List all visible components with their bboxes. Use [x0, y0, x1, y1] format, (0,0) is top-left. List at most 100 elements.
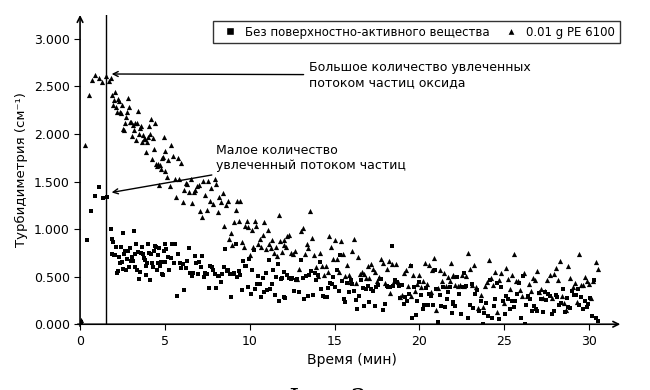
Point	[580, 274, 590, 280]
Text: Малое количество
увлеченный потоком частиц: Малое количество увлеченный потоком част…	[113, 144, 406, 194]
Point	[382, 283, 392, 289]
Point	[402, 298, 412, 304]
Point	[383, 284, 393, 290]
Point	[177, 261, 188, 267]
Text: Фиг. 3: Фиг. 3	[284, 388, 366, 390]
Point	[194, 259, 205, 265]
Point	[94, 184, 104, 190]
Point	[513, 278, 523, 284]
Point	[191, 260, 202, 266]
Point	[556, 300, 566, 306]
Point	[562, 295, 572, 301]
Point	[125, 119, 135, 126]
Point	[160, 259, 170, 265]
Point	[110, 252, 120, 258]
Point	[259, 289, 269, 295]
Point	[589, 277, 599, 283]
Point	[502, 276, 513, 282]
Point	[238, 258, 248, 264]
Point	[573, 286, 583, 292]
Point	[261, 246, 271, 252]
Point	[503, 296, 514, 302]
Point	[304, 245, 314, 251]
Point	[330, 237, 341, 243]
Point	[313, 273, 323, 279]
Point	[100, 73, 110, 80]
Point	[138, 131, 148, 138]
Point	[202, 271, 212, 277]
Point	[253, 241, 263, 247]
Point	[196, 264, 206, 270]
Point	[376, 276, 387, 282]
Point	[233, 268, 244, 274]
Point	[526, 308, 537, 314]
Point	[129, 251, 140, 257]
Point	[252, 281, 262, 287]
Point	[266, 280, 277, 287]
Point	[175, 260, 185, 266]
Point	[155, 263, 166, 269]
Point	[583, 301, 593, 308]
Point	[499, 300, 509, 306]
Point	[188, 270, 199, 276]
Point	[431, 286, 441, 292]
Point	[521, 301, 532, 308]
Point	[132, 267, 142, 273]
Point	[125, 245, 135, 252]
Point	[567, 284, 578, 291]
Point	[552, 294, 563, 300]
Point	[235, 198, 246, 204]
Point	[523, 292, 534, 299]
Point	[150, 120, 160, 126]
Point	[569, 280, 580, 286]
Point	[341, 262, 352, 268]
Point	[561, 307, 571, 313]
Point	[227, 242, 237, 248]
Point	[86, 208, 96, 214]
Point	[257, 275, 268, 281]
Point	[209, 270, 220, 277]
Point	[523, 280, 534, 287]
Point	[410, 312, 421, 318]
Point	[390, 277, 400, 283]
Point	[324, 232, 335, 239]
Point	[184, 245, 194, 251]
Point	[532, 307, 543, 314]
Point	[380, 280, 390, 286]
Point	[368, 266, 378, 272]
Point	[479, 310, 489, 316]
Point	[526, 288, 536, 294]
Point	[354, 292, 364, 299]
Point	[289, 288, 299, 294]
Point	[445, 284, 455, 290]
Point	[545, 293, 555, 299]
Point	[372, 282, 383, 288]
Point	[552, 277, 563, 284]
Point	[470, 291, 480, 297]
Point	[158, 272, 168, 278]
Point	[257, 232, 268, 238]
Point	[313, 272, 323, 278]
Point	[269, 250, 280, 256]
Point	[317, 263, 327, 269]
Point	[474, 308, 484, 314]
Point	[302, 293, 313, 300]
Point	[369, 303, 380, 309]
Point	[120, 114, 131, 121]
Point	[496, 284, 506, 290]
Point	[177, 199, 188, 205]
Point	[473, 305, 484, 312]
Point	[412, 280, 423, 287]
Point	[143, 241, 153, 247]
Point	[554, 301, 564, 308]
Point	[488, 282, 499, 289]
Point	[500, 265, 511, 271]
Point	[393, 283, 404, 289]
Point	[159, 134, 169, 140]
Point	[391, 261, 402, 268]
Point	[547, 311, 557, 317]
Point	[135, 125, 145, 131]
Point	[452, 273, 462, 280]
Point	[200, 192, 210, 198]
Point	[374, 276, 385, 282]
